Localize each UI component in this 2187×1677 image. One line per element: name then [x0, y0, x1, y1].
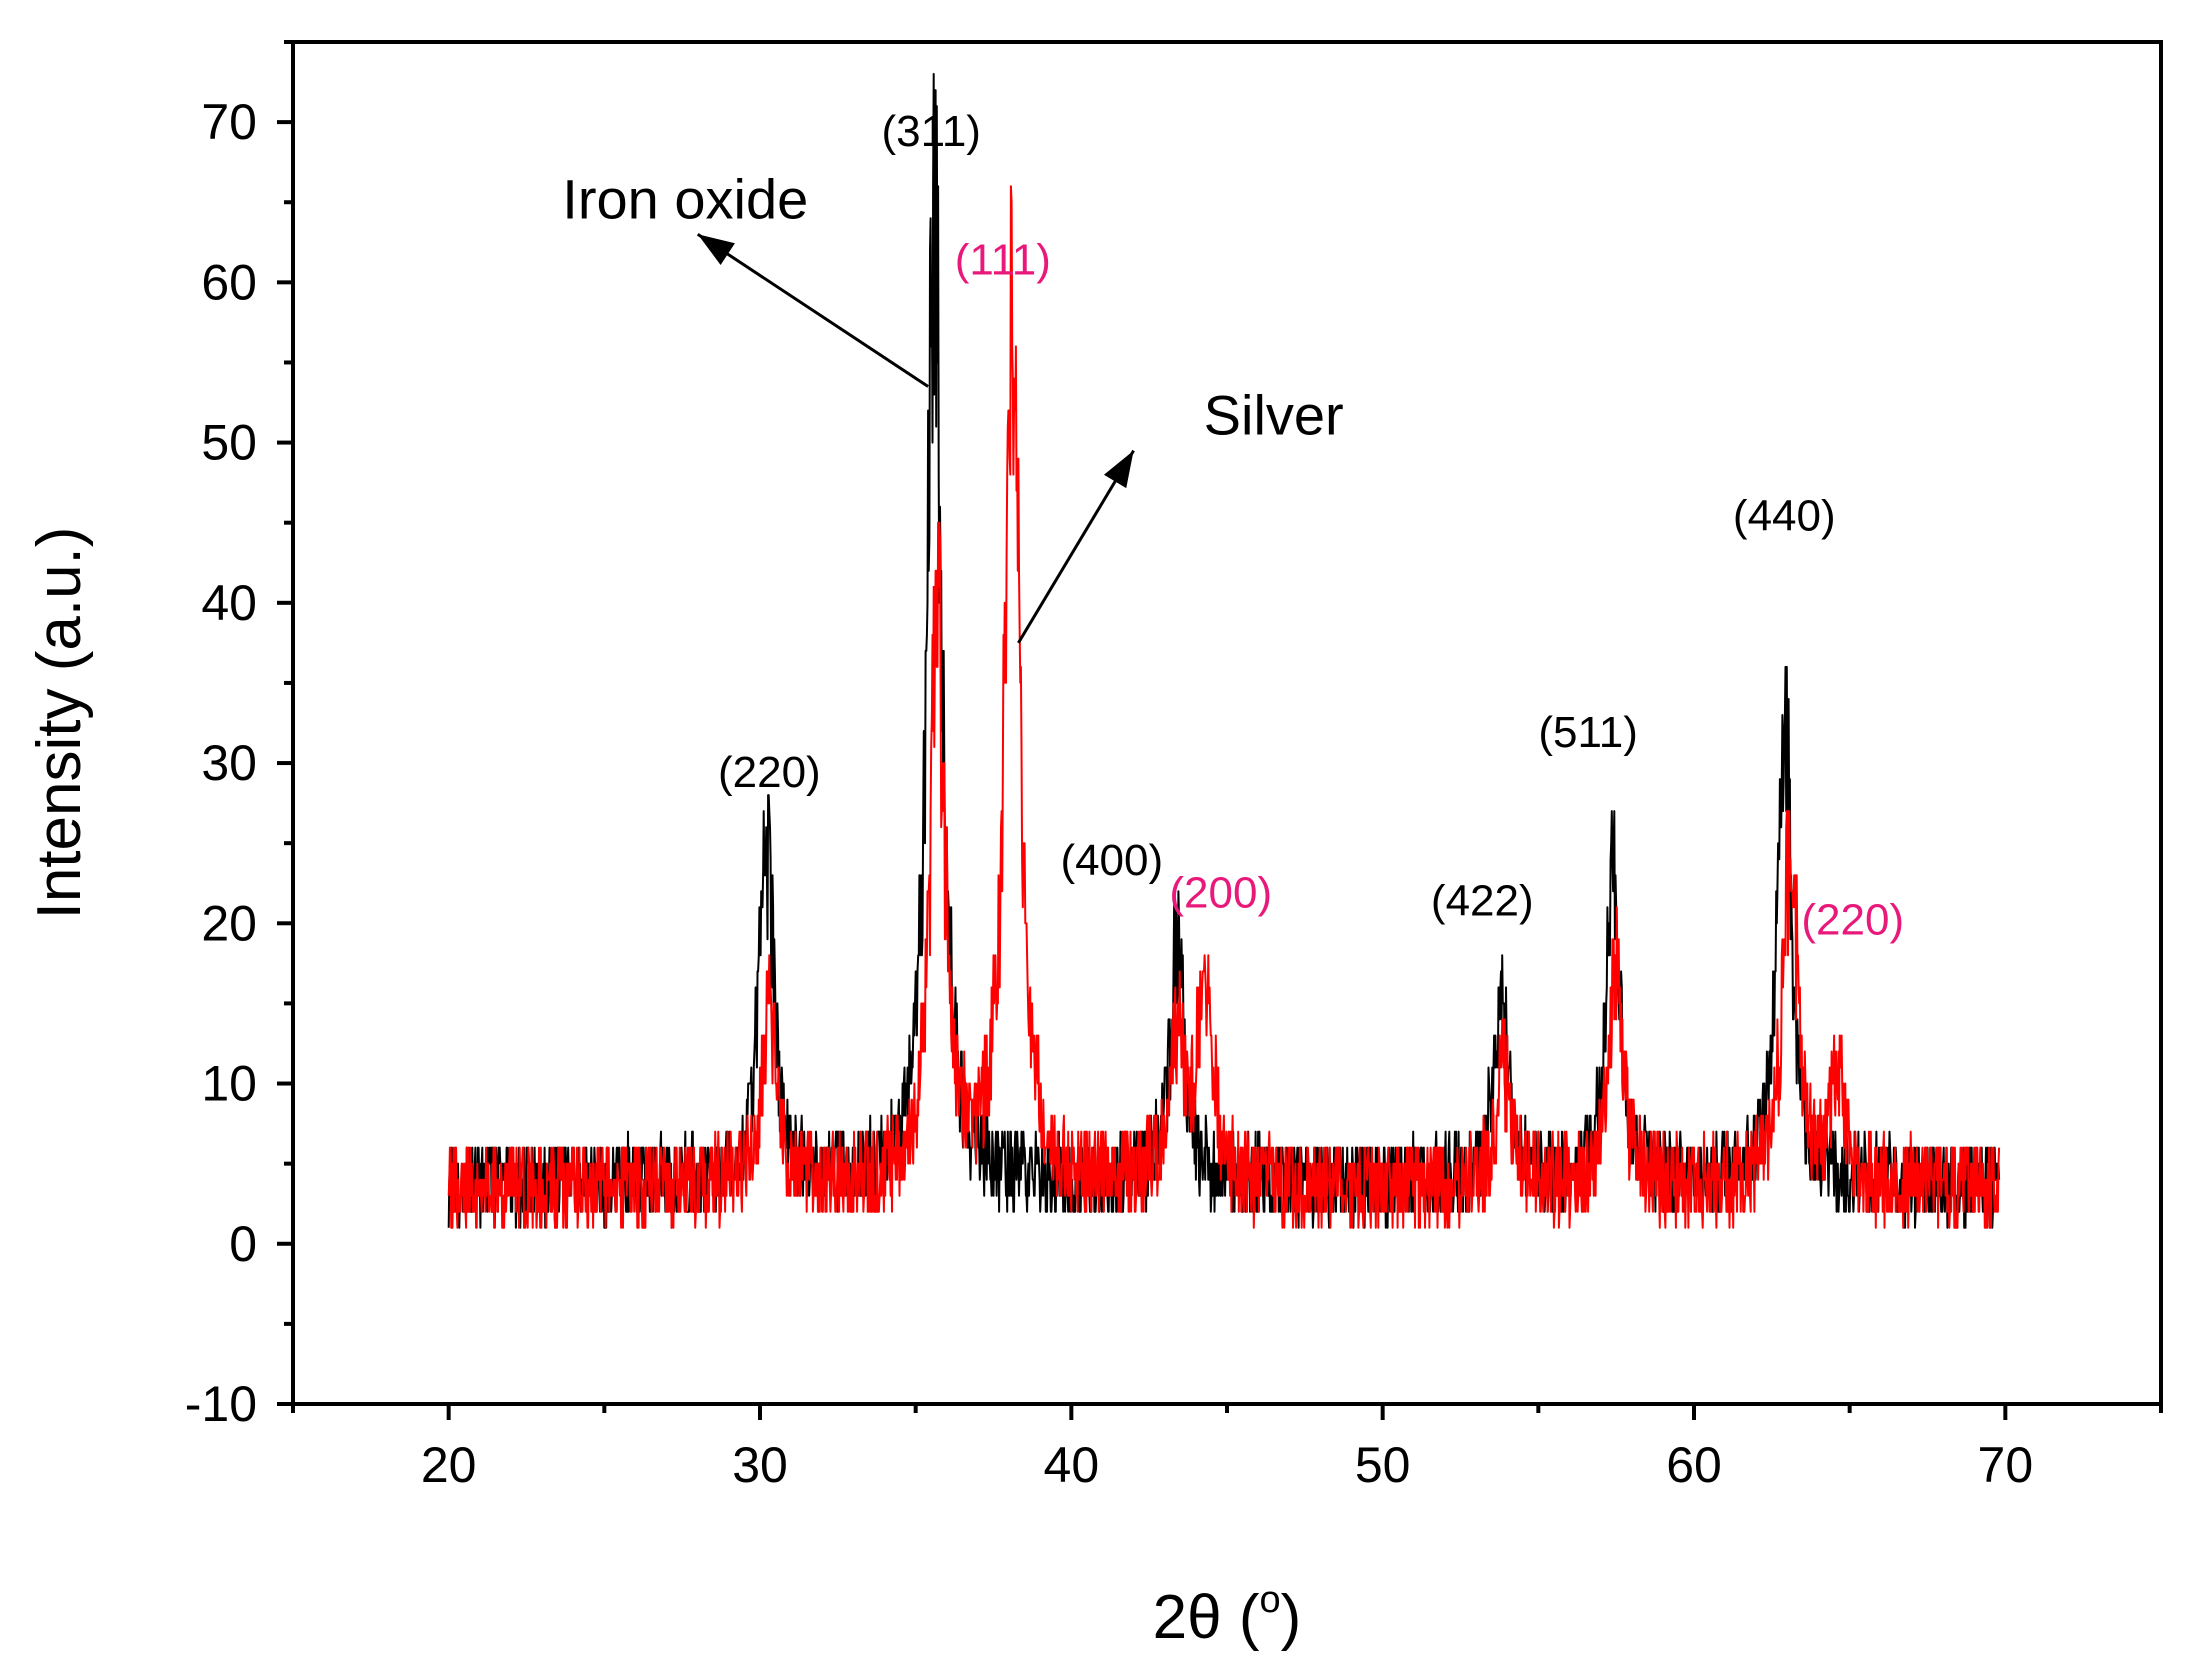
annotation-arrow-head — [697, 234, 735, 265]
peak-label: (511) — [1538, 708, 1637, 757]
plot-frame — [291, 40, 2163, 1406]
x-axis-title: 2θ (o) — [1153, 1579, 1302, 1652]
y-tick-label: 30 — [201, 735, 257, 791]
y-tick-label: 50 — [201, 415, 257, 471]
x-tick-label: 70 — [1978, 1437, 2034, 1493]
x-tick-label: 50 — [1355, 1437, 1411, 1493]
peak-label: (111) — [955, 235, 1051, 284]
annotation-arrow-head — [1103, 450, 1134, 489]
peak-label: (220) — [1801, 896, 1904, 945]
peak-label: (400) — [1060, 836, 1163, 885]
peak-label: (200) — [1169, 868, 1272, 917]
peak-label: (440) — [1733, 492, 1836, 541]
phase-annotations: Iron oxide Silver — [562, 167, 1344, 644]
x-axis-title-close: ) — [1281, 1583, 1302, 1652]
series-silver — [447, 185, 2001, 1229]
peak-label: (220) — [718, 748, 821, 797]
series-layer — [447, 73, 2001, 1229]
annotation-label: Silver — [1204, 384, 1344, 447]
y-tick-label: 40 — [201, 575, 257, 631]
peak-label: (311) — [882, 107, 981, 156]
peak-label: (422) — [1431, 876, 1534, 925]
series-iron_oxide — [447, 73, 2001, 1229]
x-tick-label: 40 — [1044, 1437, 1100, 1493]
x-axis-title-unit: o — [1260, 1579, 1281, 1621]
annotation-arrow-line — [696, 233, 929, 388]
y-tick-label: 70 — [201, 94, 257, 150]
peak-labels: (220) (311) (400) (422) (511) (440) (111) (200)… — [718, 107, 1904, 944]
y-axis-title: Intensity (a.u.) — [25, 527, 94, 920]
y-tick-label: 10 — [201, 1056, 257, 1112]
annotation-label: Iron oxide — [562, 167, 808, 230]
x-axis-title-main: 2θ ( — [1153, 1583, 1260, 1652]
annotation-arrow-line — [1017, 449, 1135, 644]
y-tick-label: 60 — [201, 254, 257, 310]
y-tick-label: -10 — [185, 1376, 257, 1432]
y-tick-label: 0 — [229, 1216, 257, 1272]
x-tick-label: 60 — [1666, 1437, 1722, 1493]
y-axis-ticks: -10 0 10 20 30 40 50 60 70 — [185, 40, 293, 1432]
x-axis-ticks: 20 30 40 50 60 70 — [291, 1404, 2163, 1493]
x-tick-label: 20 — [421, 1437, 477, 1493]
x-tick-label: 30 — [732, 1437, 788, 1493]
y-tick-label: 20 — [201, 895, 257, 951]
